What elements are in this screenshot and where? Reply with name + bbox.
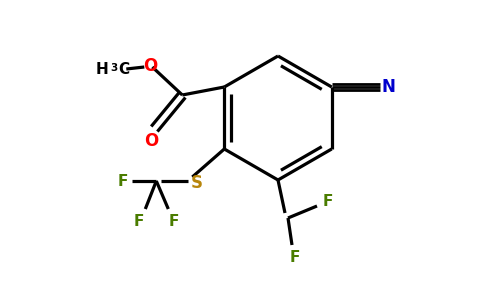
Text: F: F — [290, 250, 300, 266]
Text: F: F — [134, 214, 145, 229]
Text: F: F — [323, 194, 333, 209]
Text: S: S — [190, 174, 202, 192]
Text: 3: 3 — [110, 63, 118, 73]
Text: N: N — [382, 78, 395, 96]
Text: F: F — [118, 173, 128, 188]
Text: O: O — [144, 132, 158, 150]
Text: F: F — [169, 214, 180, 229]
Text: H: H — [95, 61, 108, 76]
Text: C: C — [118, 61, 129, 76]
Text: O: O — [143, 57, 157, 75]
